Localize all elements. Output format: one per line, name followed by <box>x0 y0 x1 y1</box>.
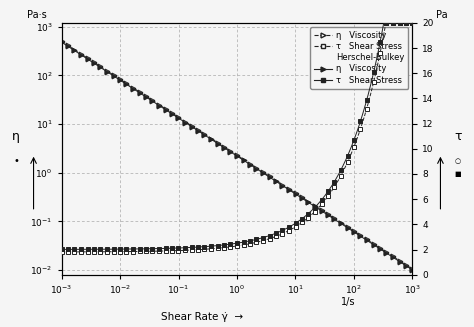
Text: τ: τ <box>454 130 462 143</box>
Text: Shear Rate γ̇  →: Shear Rate γ̇ → <box>161 313 243 322</box>
Text: Pa·s: Pa·s <box>27 10 46 20</box>
Text: ○: ○ <box>455 158 461 164</box>
Text: 1/s: 1/s <box>340 297 355 307</box>
Text: •: • <box>13 156 19 166</box>
Text: η: η <box>12 130 20 143</box>
Text: ■: ■ <box>455 171 461 177</box>
Text: Pa: Pa <box>436 10 447 20</box>
Legend: η   Viscosity, τ   Shear Stress, Herschel-Bulkey, η   Viscosity, τ   Shear Stres: η Viscosity, τ Shear Stress, Herschel-Bu… <box>310 27 408 89</box>
